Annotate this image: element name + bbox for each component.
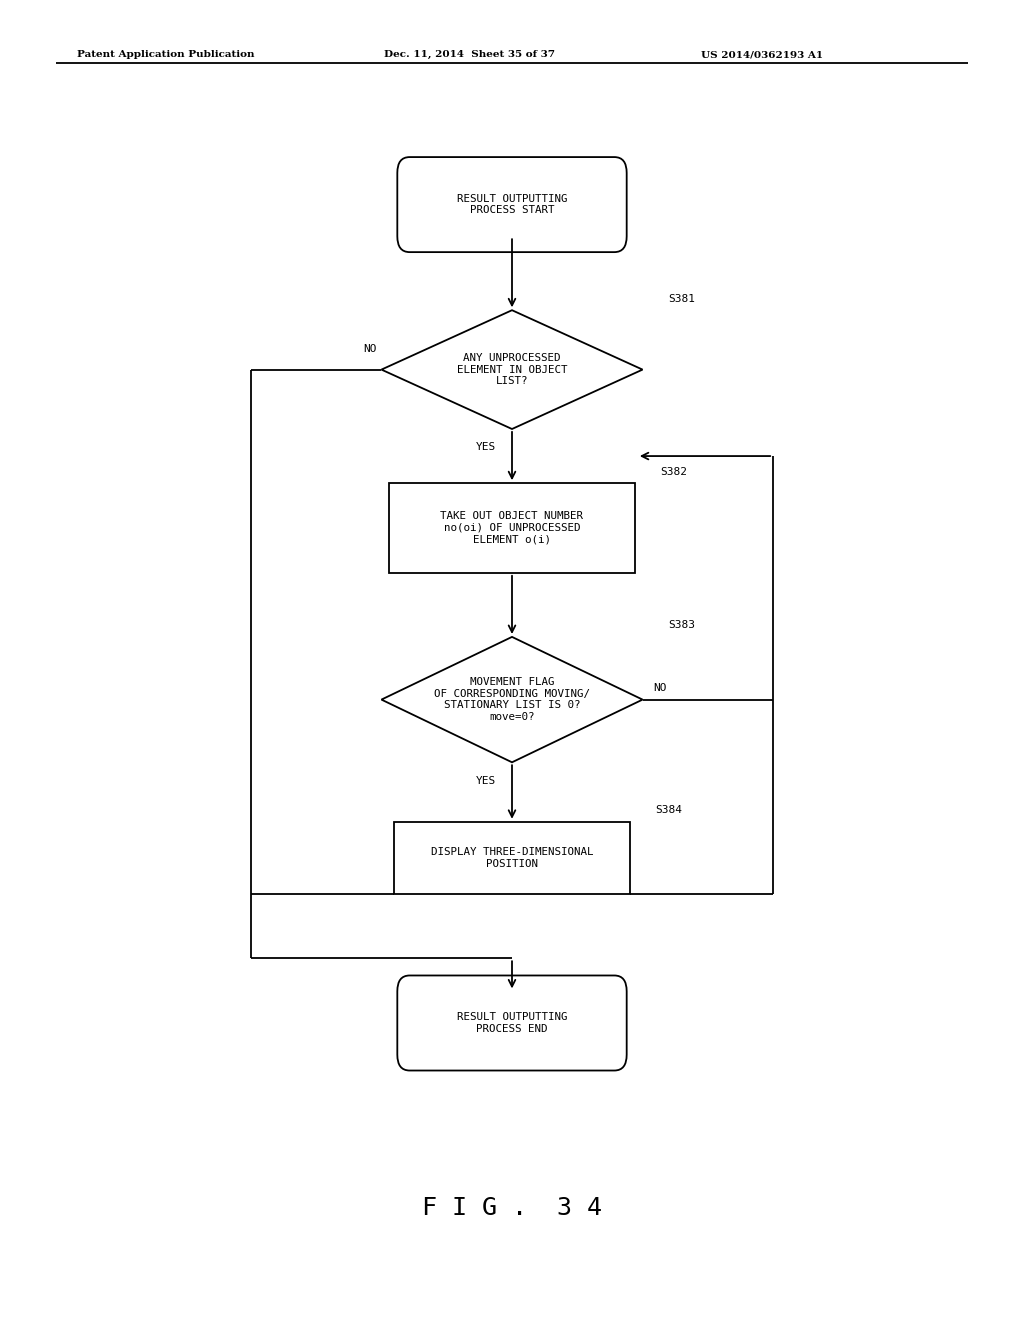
Text: TAKE OUT OBJECT NUMBER
no(oi) OF UNPROCESSED
ELEMENT o(i): TAKE OUT OBJECT NUMBER no(oi) OF UNPROCE… <box>440 511 584 545</box>
Text: S383: S383 <box>668 620 695 631</box>
FancyBboxPatch shape <box>397 975 627 1071</box>
Bar <box>394 821 630 895</box>
Text: NO: NO <box>653 682 667 693</box>
Text: RESULT OUTPUTTING
PROCESS END: RESULT OUTPUTTING PROCESS END <box>457 1012 567 1034</box>
Text: S381: S381 <box>668 293 695 304</box>
Text: S382: S382 <box>660 466 687 477</box>
Text: RESULT OUTPUTTING
PROCESS START: RESULT OUTPUTTING PROCESS START <box>457 194 567 215</box>
Text: F I G .  3 4: F I G . 3 4 <box>422 1196 602 1220</box>
Text: NO: NO <box>362 343 377 354</box>
Text: DISPLAY THREE-DIMENSIONAL
POSITION: DISPLAY THREE-DIMENSIONAL POSITION <box>431 847 593 869</box>
Text: MOVEMENT FLAG
OF CORRESPONDING MOVING/
STATIONARY LIST IS 0?
move=0?: MOVEMENT FLAG OF CORRESPONDING MOVING/ S… <box>434 677 590 722</box>
Text: YES: YES <box>476 442 497 453</box>
Text: YES: YES <box>476 776 497 785</box>
Polygon shape <box>381 638 643 763</box>
Polygon shape <box>381 310 643 429</box>
Text: ANY UNPROCESSED
ELEMENT IN OBJECT
LIST?: ANY UNPROCESSED ELEMENT IN OBJECT LIST? <box>457 352 567 387</box>
Text: Dec. 11, 2014  Sheet 35 of 37: Dec. 11, 2014 Sheet 35 of 37 <box>384 50 555 59</box>
FancyBboxPatch shape <box>397 157 627 252</box>
Bar <box>389 483 635 573</box>
Text: Patent Application Publication: Patent Application Publication <box>77 50 254 59</box>
Text: US 2014/0362193 A1: US 2014/0362193 A1 <box>701 50 823 59</box>
Text: S384: S384 <box>655 805 682 814</box>
